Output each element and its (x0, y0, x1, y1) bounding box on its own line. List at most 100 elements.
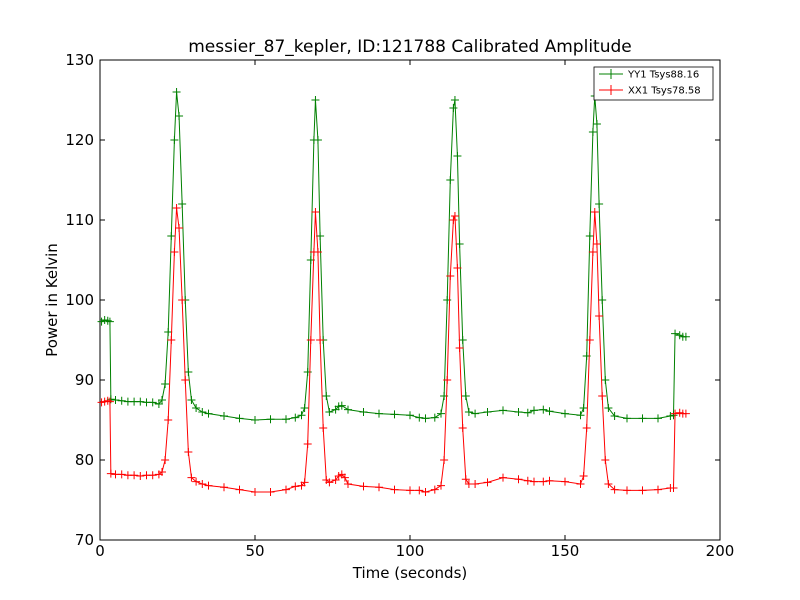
data-point (415, 413, 424, 422)
data-point (446, 272, 455, 280)
data-point (198, 408, 207, 416)
data-point (192, 404, 201, 412)
data-point (184, 368, 193, 376)
data-point (359, 482, 368, 491)
data-point (337, 401, 346, 410)
data-point (117, 396, 126, 405)
data-point (359, 408, 368, 416)
data-point (461, 475, 470, 484)
data-point (592, 120, 601, 128)
data-point (303, 368, 312, 376)
data-point (464, 408, 473, 416)
data-point (204, 481, 213, 490)
data-point (235, 485, 244, 494)
data-point (681, 409, 690, 418)
data-point (311, 96, 320, 104)
data-point (582, 424, 591, 432)
data-point (458, 424, 467, 432)
data-point (204, 409, 213, 418)
chart-title: messier_87_kepler, ID:121788 Calibrated … (188, 37, 632, 57)
data-point (313, 136, 322, 144)
data-point (319, 424, 328, 432)
data-point (187, 396, 196, 404)
series-layer (97, 88, 690, 496)
x-tick-label: 150 (551, 542, 580, 560)
data-point (654, 414, 662, 423)
y-tick-label: 90 (75, 371, 94, 389)
data-point (235, 414, 244, 423)
data-point (671, 329, 680, 338)
data-point (325, 408, 334, 416)
data-point (303, 440, 312, 448)
data-point (282, 485, 290, 494)
legend: YY1 Tsys88.16 XX1 Tsys78.58 (593, 66, 714, 101)
data-point (390, 485, 399, 494)
data-point (406, 411, 414, 420)
data-point (654, 485, 662, 494)
data-point (148, 398, 157, 407)
data-point (130, 471, 139, 480)
data-point (375, 483, 383, 492)
data-point (300, 478, 309, 487)
data-point (638, 486, 647, 495)
data-point (167, 336, 176, 344)
data-point (164, 416, 173, 424)
data-point (406, 486, 414, 495)
data-point (585, 336, 594, 344)
data-point (266, 488, 275, 496)
data-point (601, 376, 610, 384)
data-point (449, 104, 458, 112)
data-point (172, 204, 181, 212)
data-point (681, 332, 690, 341)
data-point (623, 414, 631, 423)
data-point (471, 480, 480, 488)
data-point (251, 416, 259, 424)
data-point (170, 136, 179, 144)
data-point (316, 336, 325, 344)
data-point (344, 480, 352, 488)
data-point (430, 413, 439, 422)
data-point (282, 415, 290, 424)
data-point (375, 409, 383, 418)
data-point (579, 404, 588, 412)
data-point (300, 404, 309, 412)
y-tick-label: 130 (65, 51, 94, 69)
data-point (458, 336, 467, 344)
data-point (158, 396, 166, 404)
data-point (523, 408, 532, 417)
data-point (266, 415, 275, 424)
data-point (499, 473, 507, 482)
data-point (148, 471, 157, 480)
data-point (595, 312, 604, 320)
data-point (539, 477, 548, 486)
x-tick-label: 50 (245, 542, 264, 560)
data-point (220, 412, 228, 420)
data-point (170, 248, 179, 256)
data-point (483, 408, 492, 416)
data-point (601, 456, 610, 464)
data-point (313, 248, 322, 256)
data-point (161, 456, 170, 464)
data-point (184, 448, 193, 456)
y-axis-label: Power in Kelvin (43, 243, 61, 357)
legend-label-xx1: XX1 Tsys78.58 (628, 86, 701, 97)
data-point (390, 410, 399, 419)
legend-marker-yy1 (606, 69, 616, 79)
data-point (453, 264, 462, 272)
data-point (499, 406, 507, 415)
data-point (161, 380, 170, 388)
data-point (344, 405, 352, 414)
data-point (291, 482, 300, 491)
data-point (450, 96, 459, 104)
x-axis-label: Time (seconds) (352, 564, 468, 582)
data-point (453, 152, 462, 160)
data-point (175, 112, 184, 120)
x-tick-label: 200 (706, 542, 735, 560)
data-point (440, 456, 449, 464)
data-point (638, 414, 647, 423)
data-point (590, 208, 599, 216)
data-point (446, 176, 455, 184)
data-point (105, 317, 114, 326)
data-point (461, 392, 470, 400)
